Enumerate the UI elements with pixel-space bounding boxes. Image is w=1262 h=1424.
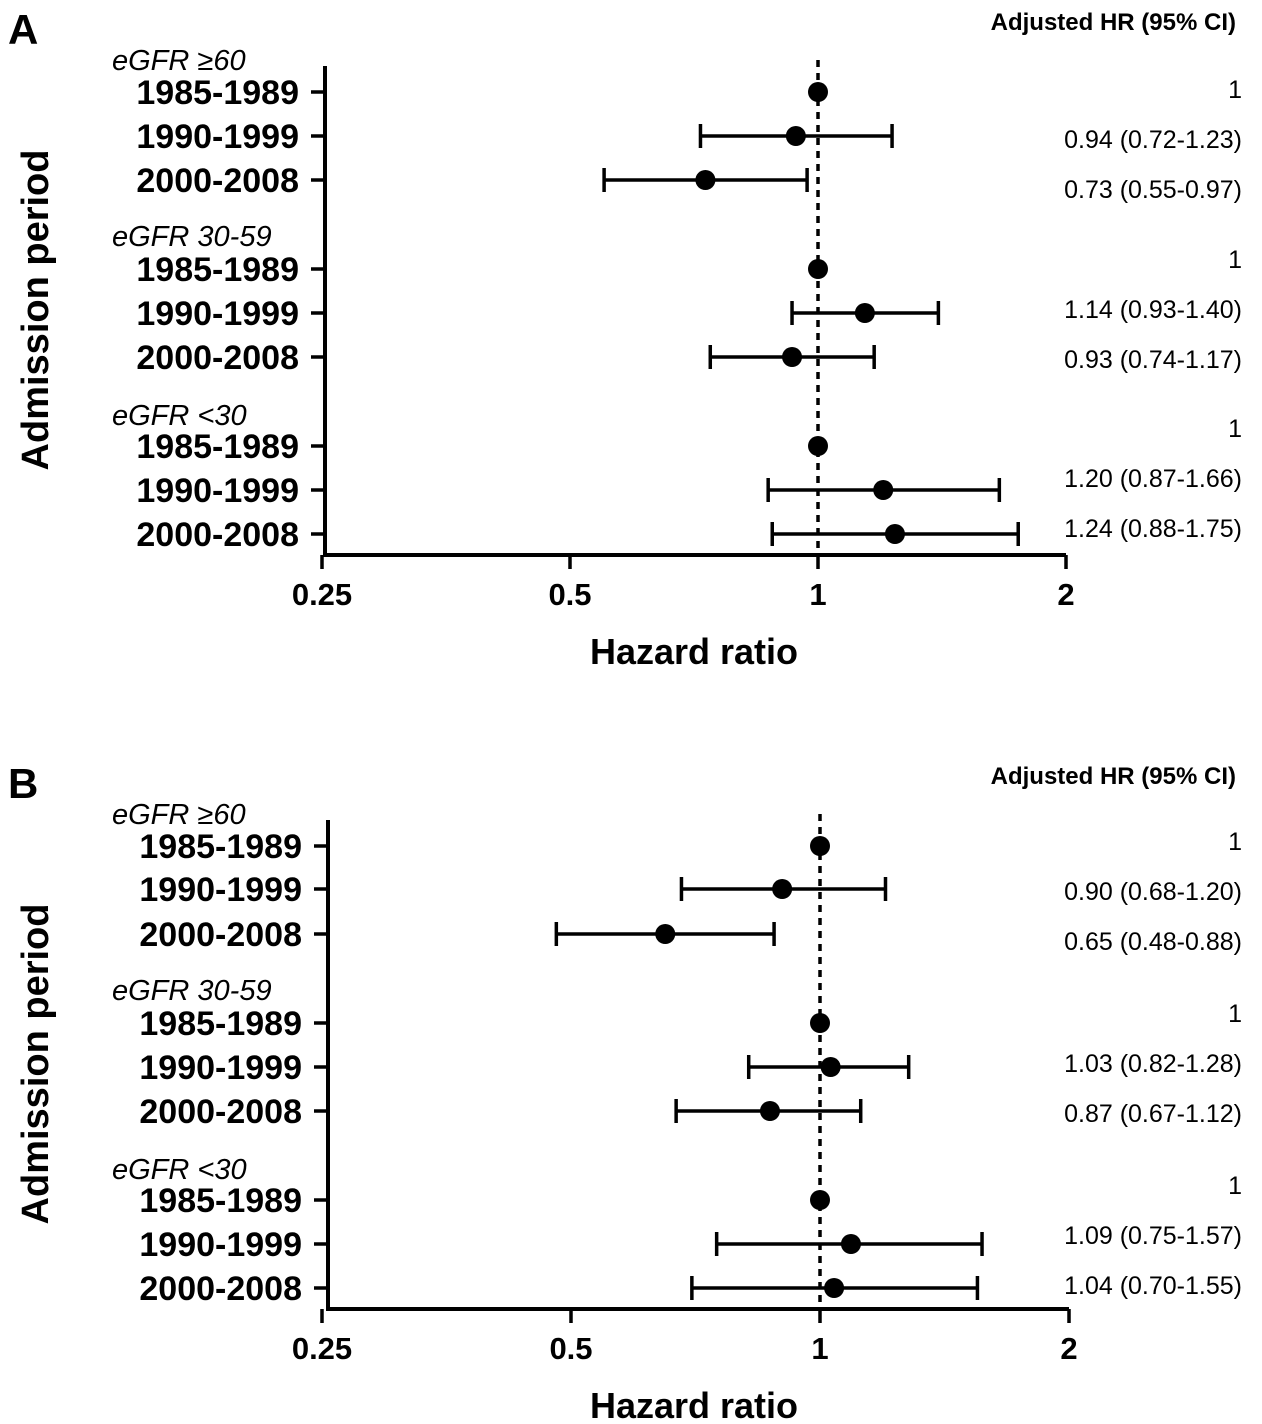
period-label: 2000-2008 [139,916,302,954]
period-label: 1990-1999 [136,295,299,333]
group-label: eGFR <30 [112,400,247,432]
hr-point [785,126,806,146]
hr-ci-text: 1.04 (0.70-1.55) [1064,1272,1242,1300]
x-tick-label: 0.25 [292,1331,352,1366]
hr-point [810,1190,830,1210]
ci-column-header: Adjusted HR (95% CI) [991,763,1236,790]
hr-point [840,1234,861,1254]
x-tick-label: 1 [809,577,826,612]
hr-ci-text: 0.73 (0.55-0.97) [1064,176,1242,204]
x-tick-label: 2 [1060,1331,1077,1366]
hr-ci-text: 1.09 (0.75-1.57) [1064,1222,1242,1250]
period-label: 2000-2008 [136,339,299,377]
period-label: 2000-2008 [136,162,299,200]
hr-point [808,259,828,279]
hr-point [884,524,905,544]
hr-ci-text: 1.14 (0.93-1.40) [1064,296,1242,324]
hr-ci-text: 1.24 (0.88-1.75) [1064,515,1242,543]
period-label: 1990-1999 [136,472,299,510]
hr-ci-text: 0.87 (0.67-1.12) [1064,1100,1242,1128]
hr-point [655,924,676,944]
period-label: 2000-2008 [139,1270,302,1308]
panel-letter: B [8,760,38,807]
x-axis-label: Hazard ratio [590,631,798,672]
period-label: 1990-1999 [139,1049,302,1087]
ci-column-header: Adjusted HR (95% CI) [991,9,1236,36]
period-label: 1990-1999 [139,1226,302,1264]
panel-b: B Adjusted HR (95% CI) 0.25 0.5 1 2 Hazard rat… [8,760,1242,1424]
hr-point [772,879,793,899]
hr-point [873,480,894,500]
hr-point [808,436,828,456]
hr-ci-text: 0.65 (0.48-0.88) [1064,928,1242,956]
hr-point [782,347,803,367]
hr-point [759,1101,780,1121]
group-label: eGFR ≥60 [112,799,246,831]
group-label: eGFR 30-59 [112,221,272,253]
group-label: eGFR ≥60 [112,45,246,77]
hr-point [854,303,875,323]
hr-ci-text: 1 [1228,1172,1242,1200]
x-tick-label: 0.5 [549,1331,592,1366]
period-label: 1985-1989 [136,251,299,289]
period-label: 1985-1989 [139,828,302,866]
hr-ci-text: 0.93 (0.74-1.17) [1064,346,1242,374]
panel-letter: A [8,6,38,53]
period-label: 1985-1989 [139,1182,302,1220]
x-tick-label: 2 [1057,577,1074,612]
period-label: 2000-2008 [139,1093,302,1131]
hr-ci-text: 1.20 (0.87-1.66) [1064,465,1242,493]
period-label: 1985-1989 [139,1005,302,1043]
period-label: 1990-1999 [139,871,302,909]
y-axis-label: Admission period [15,150,57,471]
hr-ci-text: 1 [1228,76,1242,104]
hr-point [820,1057,841,1077]
hr-ci-text: 0.90 (0.68-1.20) [1064,878,1242,906]
hr-point [810,1013,830,1033]
hr-ci-text: 0.94 (0.72-1.23) [1064,126,1242,154]
hr-ci-text: 1.03 (0.82-1.28) [1064,1050,1242,1078]
x-tick-label: 0.25 [292,577,352,612]
hr-ci-text: 1 [1228,1000,1242,1028]
period-label: 1985-1989 [136,74,299,112]
x-axis-label: Hazard ratio [590,1385,798,1424]
panel-a: A Adjusted HR (95% CI) 0.25 0.5 1 2 Hazard rat… [8,6,1242,672]
hr-point [824,1278,845,1298]
hr-ci-text: 1 [1228,415,1242,443]
period-label: 2000-2008 [136,516,299,554]
hr-ci-text: 1 [1228,828,1242,856]
hr-point [695,170,716,190]
period-label: 1985-1989 [136,428,299,466]
y-axis-label: Admission period [15,904,57,1225]
period-label: 1990-1999 [136,118,299,156]
group-label: eGFR <30 [112,1154,247,1186]
hr-ci-text: 1 [1228,246,1242,274]
group-label: eGFR 30-59 [112,975,272,1007]
x-tick-label: 0.5 [548,577,591,612]
hr-point [810,836,830,856]
x-tick-label: 1 [811,1331,828,1366]
hr-point [808,82,828,102]
